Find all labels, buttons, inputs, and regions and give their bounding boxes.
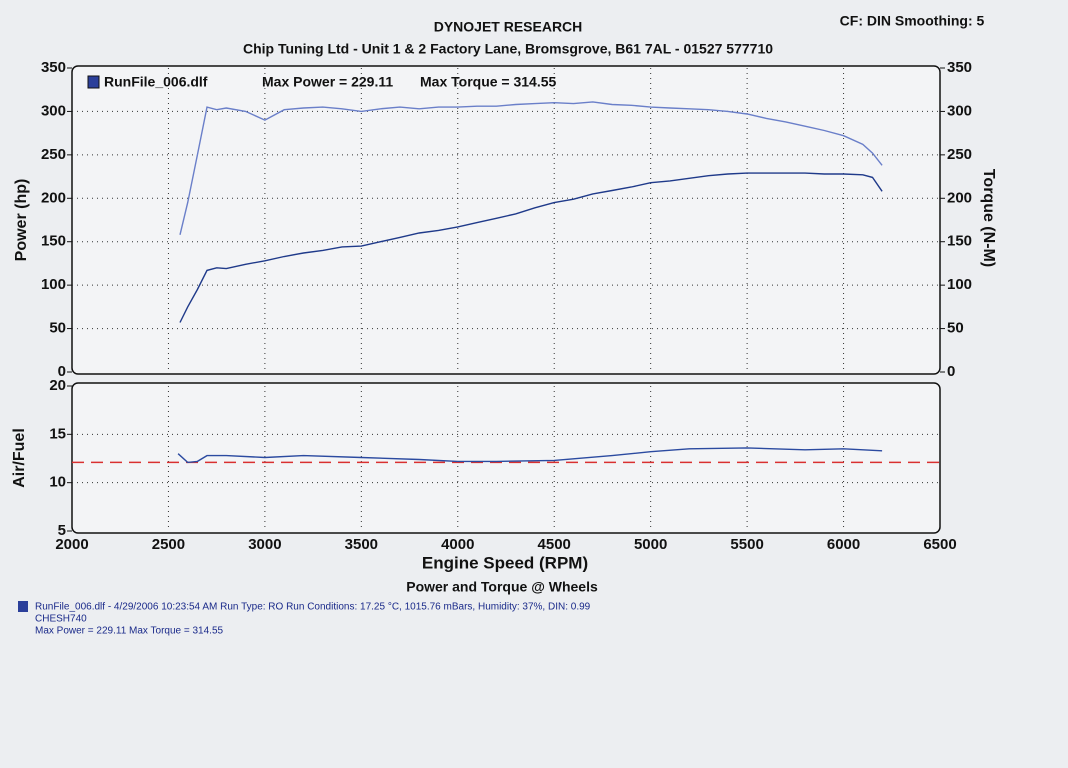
x-tick-label: 5000 [634, 536, 667, 553]
footer-line: Max Power = 229.11 Max Torque = 314.55 [35, 626, 224, 637]
caption: Power and Torque @ Wheels [406, 579, 598, 595]
legend-torque: Max Torque = 314.55 [420, 74, 557, 90]
y-tick-label: 15 [49, 425, 66, 442]
x-tick-label: 6500 [923, 536, 956, 553]
y2-tick-label: 300 [947, 102, 972, 119]
settings: CF: DIN Smoothing: 5 [840, 13, 985, 29]
y-axis-label: Power (hp) [13, 179, 30, 262]
series-line [177, 447, 883, 464]
subtitle: Chip Tuning Ltd - Unit 1 & 2 Factory Lan… [243, 41, 773, 57]
y-tick-label: 350 [41, 59, 66, 76]
y-tick-label: 100 [41, 276, 66, 293]
y2-tick-label: 250 [947, 146, 972, 163]
x-tick-label: 3000 [248, 536, 281, 553]
y-tick-label: 5 [58, 522, 66, 539]
y2-tick-label: 50 [947, 320, 964, 337]
legend-power: Max Power = 229.11 [262, 74, 393, 90]
legend-name: RunFile_006.dlf [104, 74, 208, 90]
x-tick-label: 3500 [345, 536, 378, 553]
plot-area [71, 382, 941, 534]
y2-tick-label: 350 [947, 59, 972, 76]
y2-axis-label: Torque (N-M) [980, 169, 997, 267]
legend-swatch [87, 75, 100, 89]
y-tick-label: 300 [41, 102, 66, 119]
y-tick-label: 200 [41, 189, 66, 206]
y2-tick-label: 0 [947, 363, 955, 380]
x-tick-label: 2500 [152, 536, 185, 553]
y-tick-label: 150 [41, 233, 66, 250]
y-tick-label: 50 [49, 320, 66, 337]
title: DYNOJET RESEARCH [434, 19, 583, 35]
x-tick-label: 4500 [538, 536, 571, 553]
footer-swatch [18, 601, 28, 612]
y2-tick-label: 100 [947, 276, 972, 293]
x-tick-label: 4000 [441, 536, 474, 553]
series-line [179, 172, 883, 323]
x-tick-label: 2000 [55, 536, 88, 553]
series-line [179, 101, 883, 235]
footer-line: RunFile_006.dlf - 4/29/2006 10:23:54 AM … [35, 602, 591, 613]
plot-area [71, 65, 941, 375]
footer-line: CHESH740 [35, 614, 87, 625]
y-axis-label: Air/Fuel [11, 428, 28, 488]
y2-tick-label: 200 [947, 189, 972, 206]
y-tick-label: 20 [49, 377, 66, 394]
y2-tick-label: 150 [947, 233, 972, 250]
y-tick-label: 10 [49, 474, 66, 491]
x-tick-label: 6000 [827, 536, 860, 553]
y-tick-label: 0 [58, 363, 66, 380]
x-tick-label: 5500 [730, 536, 763, 553]
y-tick-label: 250 [41, 146, 66, 163]
x-axis-label: Engine Speed (RPM) [422, 553, 588, 572]
